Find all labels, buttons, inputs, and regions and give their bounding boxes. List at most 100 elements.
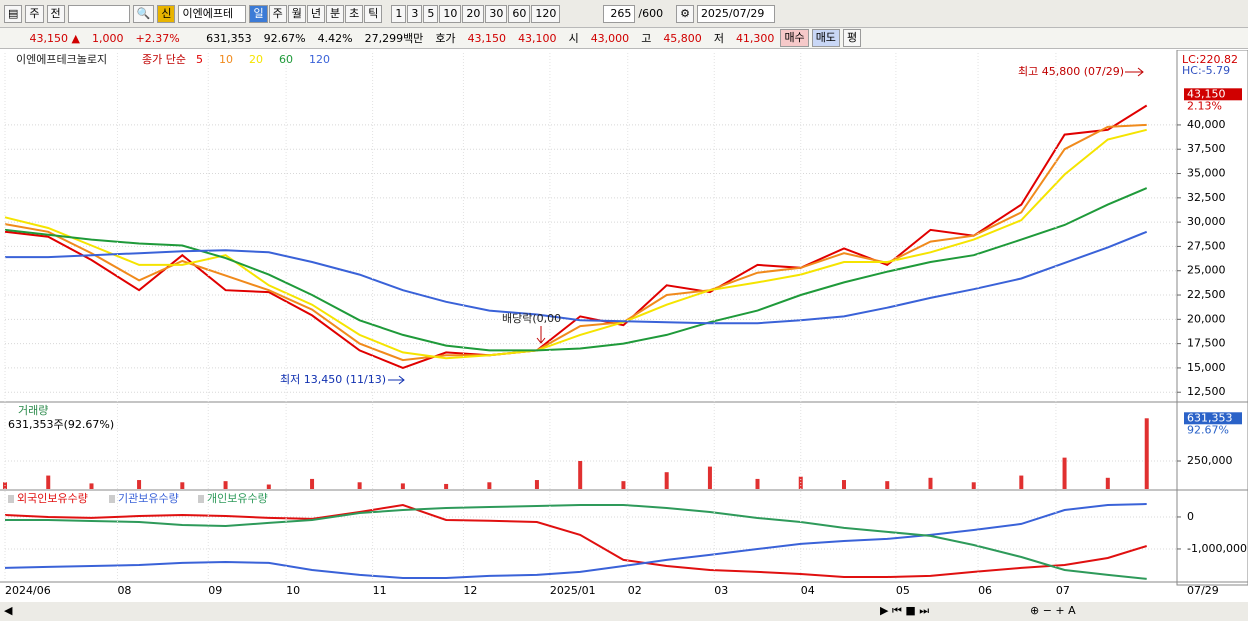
line-series <box>4 128 1147 360</box>
interval-tabs: 1 3 5 10 20 30 60 120 <box>391 4 561 23</box>
scroll-controls[interactable]: ▶ ⏮ ■ ⏭ <box>880 604 929 617</box>
volume-bar <box>1019 475 1024 489</box>
volume-bar <box>707 466 712 489</box>
search-button[interactable]: 🔍 <box>132 4 155 23</box>
last-volume-box <box>1184 412 1242 425</box>
tool-button[interactable]: ⚙ <box>676 4 694 23</box>
x-tick-label: 12 <box>463 584 477 597</box>
open-label: 시 <box>568 31 579 45</box>
x-tick-label: 09 <box>208 584 222 597</box>
legend-entry: 120 <box>309 53 330 66</box>
lc-label: LC:220.82 <box>1182 53 1238 66</box>
ask: 43,150 <box>467 31 507 45</box>
volume-bar <box>928 477 933 489</box>
volume-bar <box>357 482 362 489</box>
volume-bar <box>46 475 51 489</box>
tab[interactable]: 일 <box>249 4 268 23</box>
eval-button[interactable]: 평 <box>842 29 862 47</box>
tab[interactable]: 60 <box>508 4 531 23</box>
annotation-arrow <box>388 375 405 385</box>
volume-bar <box>223 481 228 489</box>
legend-swatch <box>198 495 204 503</box>
count-max: /600 <box>638 7 664 20</box>
y-tick-label: 37,500 <box>1187 142 1226 155</box>
low: 41,300 <box>735 31 775 45</box>
tab[interactable]: 주 <box>268 4 287 23</box>
x-tick-label: 2025/01 <box>550 584 596 597</box>
legend-entry: 60 <box>279 53 293 66</box>
volume-bar <box>180 482 185 489</box>
amount: 27,299백만 <box>364 31 424 45</box>
tab[interactable]: 1 <box>391 4 407 23</box>
tab[interactable]: 3 <box>407 4 423 23</box>
code-input[interactable]: 102710 <box>67 4 130 23</box>
buy-button[interactable]: 매수 <box>780 29 809 47</box>
tab[interactable]: 20 <box>462 4 485 23</box>
x-tick-label: 11 <box>373 584 387 597</box>
tab[interactable]: 30 <box>485 4 508 23</box>
x-tick-label: 02 <box>628 584 642 597</box>
volume-bar <box>841 480 846 489</box>
sell-button[interactable]: 매도 <box>811 29 840 47</box>
volume-bar <box>971 482 976 489</box>
line-series <box>4 503 1147 578</box>
y-tick-label: 12,500 <box>1187 385 1226 398</box>
x-tick-label: 05 <box>896 584 910 597</box>
y-tick-label: 32,500 <box>1187 191 1226 204</box>
count-input[interactable]: 265 <box>603 4 636 23</box>
tab[interactable]: 월 <box>287 4 306 23</box>
scroll-left[interactable]: ◀ <box>4 604 13 617</box>
volume-rate: 92.67% <box>263 31 306 45</box>
x-tick-label: 04 <box>801 584 815 597</box>
period-select[interactable]: 주 <box>25 4 44 23</box>
new-badge[interactable]: 신 <box>157 4 176 23</box>
tab[interactable]: 10 <box>439 4 462 23</box>
tab[interactable]: 분 <box>325 4 345 23</box>
legend-entry: 5 <box>196 53 203 66</box>
tab[interactable]: 초 <box>345 4 364 23</box>
line-series <box>5 230 1148 325</box>
x-tick-label: 03 <box>714 584 728 597</box>
legend-title: 이엔에프테크놀로지 <box>16 53 107 66</box>
tab[interactable]: 틱 <box>364 4 383 23</box>
volume-bar <box>1144 418 1149 489</box>
y-tick-label: 20,000 <box>1187 312 1226 325</box>
annotation-arrow <box>536 326 546 344</box>
legend-entry: 10 <box>219 53 233 66</box>
volume-bar <box>1105 477 1110 489</box>
line-series <box>5 504 1147 580</box>
volume: 631,353 <box>206 31 252 45</box>
tab[interactable]: 120 <box>531 4 561 23</box>
menu-button[interactable]: ▤ <box>4 4 23 23</box>
change: 1,000 <box>92 31 124 45</box>
tab[interactable]: 년 <box>306 4 325 23</box>
y-tick-label: 22,500 <box>1187 288 1226 301</box>
last-volume-label: 631,353 <box>1187 411 1233 424</box>
info-bar: 43,150 ▲ 1,000 +2.37% 631,353 92.67% 4.4… <box>0 28 1248 49</box>
scrollbar[interactable] <box>0 602 1248 621</box>
date-input[interactable]: 2025/07/29 <box>696 4 775 23</box>
y-tick-label: 0 <box>1187 510 1194 523</box>
tab[interactable]: 5 <box>423 4 439 23</box>
hc-label: HC:-5.79 <box>1182 64 1230 77</box>
price: 43,150 ▲ <box>29 31 80 45</box>
last-change: 2.13% <box>1187 99 1222 112</box>
zoom-controls[interactable]: ⊕ − + A <box>1030 604 1076 617</box>
volume-bar <box>755 478 760 489</box>
volume-bar <box>1062 457 1067 489</box>
turnover: 4.42% <box>317 31 353 45</box>
x-tick-label: 2024/06 <box>5 584 51 597</box>
legend-entry: 20 <box>249 53 263 66</box>
open: 43,000 <box>590 31 630 45</box>
last-volume-rate: 92.67% <box>1187 423 1229 436</box>
y-tick-label: 15,000 <box>1187 361 1226 374</box>
volume-bar <box>137 480 142 489</box>
bid: 43,100 <box>518 31 557 45</box>
annotation: 최저 13,450 (11/13) <box>280 373 386 386</box>
legend-entry: 외국인보유수량 <box>17 492 88 505</box>
volume-bar <box>487 482 492 489</box>
line-series <box>4 503 1147 579</box>
y-tick-label: 17,500 <box>1187 337 1226 350</box>
prev-button[interactable]: 전 <box>46 4 65 23</box>
